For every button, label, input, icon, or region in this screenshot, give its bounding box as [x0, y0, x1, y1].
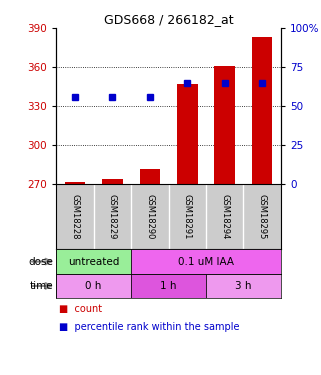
Bar [206, 274, 281, 298]
Text: dose: dose [28, 256, 53, 267]
Bar [140, 170, 160, 184]
Text: ■  percentile rank within the sample: ■ percentile rank within the sample [59, 322, 240, 333]
Text: GSM18294: GSM18294 [220, 194, 229, 239]
Text: time: time [29, 281, 53, 291]
Bar [56, 274, 131, 298]
Text: 3 h: 3 h [235, 281, 252, 291]
Bar [131, 249, 281, 274]
Text: 0 h: 0 h [85, 281, 102, 291]
Text: 1 h: 1 h [160, 281, 177, 291]
Bar [102, 178, 123, 184]
Text: GSM18290: GSM18290 [145, 194, 154, 239]
Text: GSM18228: GSM18228 [70, 194, 79, 239]
Text: GSM18229: GSM18229 [108, 194, 117, 239]
Bar [56, 249, 131, 274]
Title: GDS668 / 266182_at: GDS668 / 266182_at [104, 13, 233, 26]
Text: ■  count: ■ count [59, 304, 102, 314]
Bar [252, 37, 273, 184]
Text: untreated: untreated [68, 256, 119, 267]
Text: GSM18295: GSM18295 [258, 194, 267, 239]
Bar [65, 183, 85, 184]
Bar [214, 66, 235, 184]
Text: GSM18291: GSM18291 [183, 194, 192, 239]
Text: 0.1 uM IAA: 0.1 uM IAA [178, 256, 234, 267]
Bar [177, 84, 197, 184]
Bar [131, 274, 206, 298]
